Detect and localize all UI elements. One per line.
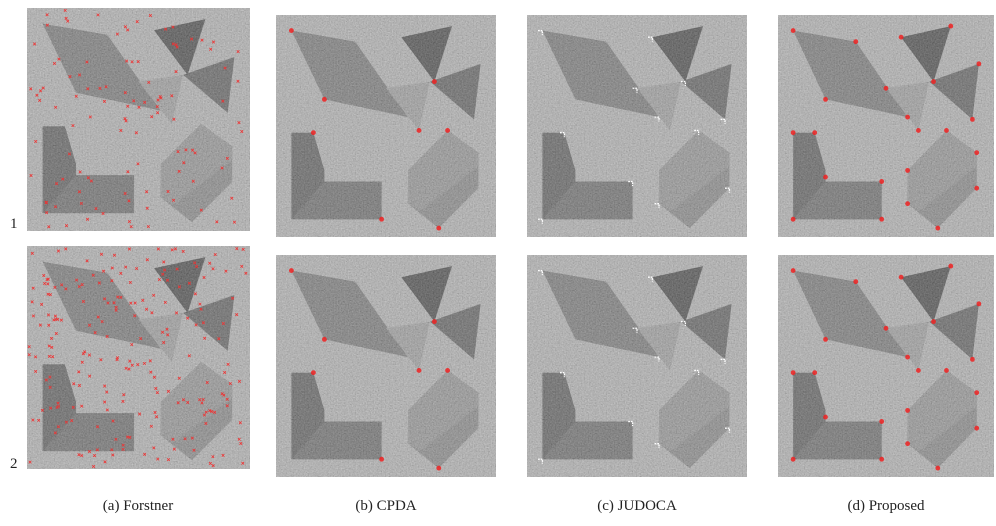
detected-corner xyxy=(791,268,796,273)
image-panel xyxy=(27,246,250,469)
detected-corner xyxy=(879,419,884,424)
detected-corner xyxy=(974,426,979,431)
detected-corner xyxy=(935,226,940,231)
caption: (c) JUDOCA xyxy=(597,498,677,514)
caption: (b) CPDA xyxy=(355,498,416,514)
caption: (d) Proposed xyxy=(847,498,925,514)
image-panel xyxy=(778,255,994,477)
page: 1 2 (a) Forstner (b) CPDA (c) JUDOCA (d)… xyxy=(0,0,996,521)
detected-corner xyxy=(931,319,936,324)
detected-corner xyxy=(935,466,940,471)
detected-corner xyxy=(379,217,384,222)
caption: (a) Forstner xyxy=(103,498,173,514)
detected-corner xyxy=(931,79,936,84)
detected-corner xyxy=(322,97,327,102)
detected-corner xyxy=(823,415,828,420)
detected-corner xyxy=(289,28,294,33)
detected-corner xyxy=(417,128,422,133)
detected-corner xyxy=(791,370,796,375)
detected-corner xyxy=(879,457,884,462)
detected-corner xyxy=(916,128,921,133)
detected-corner xyxy=(436,466,441,471)
panel-noise xyxy=(527,15,747,237)
detected-corner xyxy=(322,337,327,342)
detected-corner xyxy=(445,368,450,373)
detected-corner xyxy=(879,179,884,184)
image-panel xyxy=(527,255,747,477)
detected-corner xyxy=(977,61,982,66)
detected-corner xyxy=(899,35,904,40)
detected-corner xyxy=(977,301,982,306)
row-label: 1 xyxy=(10,216,18,232)
detected-corner xyxy=(948,264,953,269)
detected-corner xyxy=(944,368,949,373)
detected-corner xyxy=(311,130,316,135)
panel-noise xyxy=(276,15,496,237)
detected-corner xyxy=(432,79,437,84)
detected-corner xyxy=(791,217,796,222)
detected-corner xyxy=(311,370,316,375)
detected-corner xyxy=(853,279,858,284)
detected-corner xyxy=(905,168,910,173)
panel-noise xyxy=(27,246,250,469)
detected-corner xyxy=(879,217,884,222)
detected-corner xyxy=(905,408,910,413)
detected-corner xyxy=(823,337,828,342)
detected-corner xyxy=(974,186,979,191)
panel-noise xyxy=(27,8,250,231)
detected-corner xyxy=(884,326,889,331)
detected-corner xyxy=(970,357,975,362)
detected-corner xyxy=(379,457,384,462)
panel-noise xyxy=(527,255,747,477)
detected-corner xyxy=(905,441,910,446)
detected-corner xyxy=(432,319,437,324)
panel-noise xyxy=(778,15,994,237)
detected-corner xyxy=(812,370,817,375)
detected-corner xyxy=(417,368,422,373)
detected-corner xyxy=(905,355,910,360)
image-panel xyxy=(778,15,994,237)
detected-corner xyxy=(899,275,904,280)
detected-corner xyxy=(436,226,441,231)
panel-noise xyxy=(778,255,994,477)
detected-corner xyxy=(974,390,979,395)
detected-corner xyxy=(812,130,817,135)
detected-corner xyxy=(905,201,910,206)
image-panel xyxy=(27,8,250,231)
image-panel xyxy=(276,255,496,477)
detected-corner xyxy=(823,97,828,102)
detected-corner xyxy=(445,128,450,133)
image-panel xyxy=(276,15,496,237)
figure: 1 2 (a) Forstner (b) CPDA (c) JUDOCA (d)… xyxy=(0,0,996,521)
detected-corner xyxy=(791,130,796,135)
detected-corner xyxy=(853,39,858,44)
detected-corner xyxy=(884,86,889,91)
detected-corner xyxy=(974,150,979,155)
image-panel xyxy=(527,15,747,237)
row-label: 2 xyxy=(10,456,18,472)
detected-corner xyxy=(970,117,975,122)
detected-corner xyxy=(916,368,921,373)
detected-corner xyxy=(944,128,949,133)
detected-corner xyxy=(948,24,953,29)
detected-corner xyxy=(791,457,796,462)
panel-noise xyxy=(276,255,496,477)
detected-corner xyxy=(905,115,910,120)
detected-corner xyxy=(791,28,796,33)
detected-corner xyxy=(289,268,294,273)
detected-corner xyxy=(823,175,828,180)
